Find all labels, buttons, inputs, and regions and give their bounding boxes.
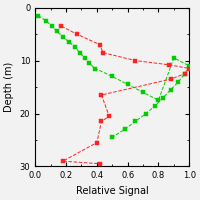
X-axis label: Relative Signal: Relative Signal	[76, 186, 149, 196]
Y-axis label: Depth (m): Depth (m)	[4, 62, 14, 112]
